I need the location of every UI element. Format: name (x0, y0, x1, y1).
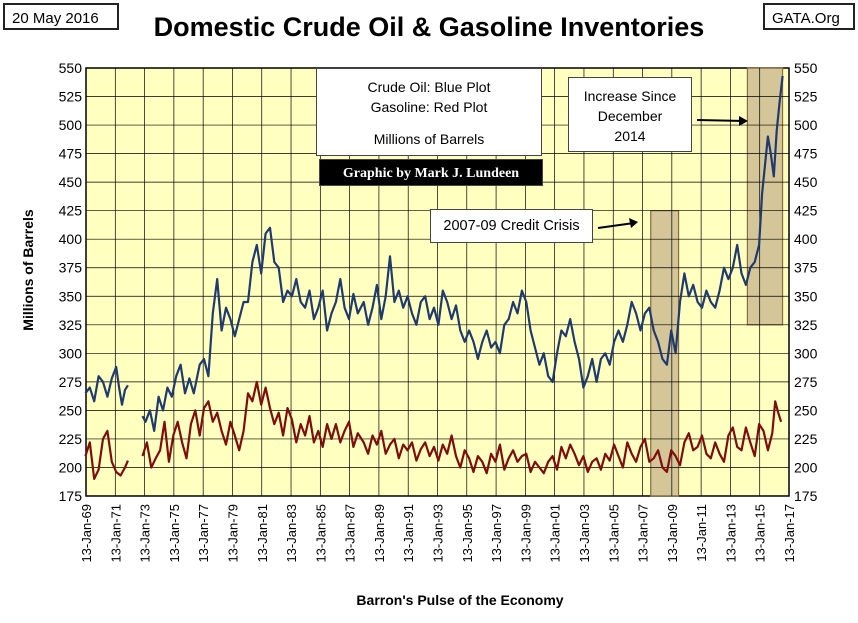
x-tick-label: 13-Jan-11 (694, 504, 709, 562)
crude-oil-line (84, 365, 129, 406)
y-tick-label-left: 400 (59, 231, 83, 247)
y-tick-label-right: 300 (794, 345, 818, 361)
chart-title: Domestic Crude Oil & Gasoline Inventorie… (153, 12, 705, 42)
y-tick-label-left: 225 (59, 431, 83, 447)
gasoline-line (84, 429, 129, 480)
legend-crude: Crude Oil: Blue Plot (367, 79, 491, 95)
x-tick-label: 13-Jan-77 (196, 504, 211, 563)
annotation-increase-line1: Increase Since (583, 88, 677, 104)
x-tick-label: 13-Jan-09 (665, 504, 680, 563)
shaded-region-1 (746, 67, 784, 326)
y-tick-label-right: 425 (794, 203, 818, 219)
y-tick-label-right: 250 (794, 402, 818, 418)
x-tick-label: 13-Jan-01 (548, 504, 563, 563)
y-tick-label-right: 225 (794, 431, 818, 447)
gasoline-line (141, 380, 783, 475)
x-tick-label: 13-Jan-87 (343, 504, 358, 563)
annotation-increase-line2: December (597, 108, 663, 124)
y-tick-label-right: 475 (794, 146, 818, 162)
y-tick-label-left: 500 (59, 117, 83, 133)
x-tick-label: 13-Jan-95 (460, 504, 475, 563)
x-tick-label: 13-Jan-03 (577, 504, 592, 563)
x-tick-label: 13-Jan-69 (79, 504, 94, 563)
x-tick-label: 13-Jan-71 (108, 504, 123, 563)
y-tick-label-right: 450 (794, 174, 818, 190)
x-tick-label: 13-Jan-15 (753, 504, 768, 563)
y-tick-label-right: 375 (794, 260, 818, 276)
increase-arrowhead (739, 116, 748, 126)
x-tick-label: 13-Jan-05 (606, 504, 621, 563)
crisis-arrow (597, 222, 635, 229)
legend-units: Millions of Barrels (373, 131, 485, 147)
x-tick-label: 13-Jan-97 (489, 504, 504, 563)
legend-box: Crude Oil: Blue Plot Gasoline: Red Plot … (316, 68, 542, 156)
crude-oil-line (141, 75, 784, 432)
x-tick-label: 13-Jan-99 (518, 504, 533, 563)
y-tick-label-left: 275 (59, 374, 83, 390)
x-tick-label: 13-Jan-81 (255, 504, 270, 563)
crisis-arrowhead (629, 218, 638, 228)
x-tick-label: 13-Jan-93 (431, 504, 446, 563)
y-tick-label-right: 550 (794, 60, 818, 76)
y-tick-label-right: 500 (794, 117, 818, 133)
x-tick-label: 13-Jan-13 (723, 504, 738, 563)
y-tick-label-left: 475 (59, 146, 83, 162)
y-tick-label-right: 175 (794, 488, 818, 504)
x-tick-label: 13-Jan-85 (313, 504, 328, 563)
credit-label: Graphic by Mark J. Lundeen (319, 159, 543, 186)
y-tick-label-left: 550 (59, 60, 83, 76)
y-tick-label-right: 400 (794, 231, 818, 247)
y-tick-label-left: 350 (59, 288, 83, 304)
annotation-increase-line3: 2014 (614, 128, 646, 144)
y-tick-label-left: 300 (59, 345, 83, 361)
y-tick-label-right: 200 (794, 459, 818, 475)
y-tick-label-right: 525 (794, 89, 818, 105)
increase-arrow (696, 119, 746, 122)
x-tick-label: 13-Jan-17 (782, 504, 797, 563)
x-tick-label: 13-Jan-73 (138, 504, 153, 563)
y-tick-label-left: 525 (59, 89, 83, 105)
source-label: GATA.Org (763, 3, 855, 30)
y-tick-label-right: 325 (794, 317, 818, 333)
x-tick-label: 13-Jan-91 (401, 504, 416, 563)
y-tick-label-left: 200 (59, 459, 83, 475)
y-tick-label-left: 375 (59, 260, 83, 276)
x-axis-label: Barron's Pulse of the Economy (356, 592, 564, 608)
legend-gasoline: Gasoline: Red Plot (370, 99, 488, 115)
annotation-crisis: 2007-09 Credit Crisis (430, 209, 593, 243)
annotation-increase: Increase Since December 2014 (568, 77, 692, 152)
y-tick-label-left: 325 (59, 317, 83, 333)
y-axis-label: Millions of Barrels (20, 209, 36, 331)
x-tick-label: 13-Jan-75 (167, 504, 182, 563)
y-tick-label-left: 425 (59, 203, 83, 219)
x-tick-label: 13-Jan-07 (636, 504, 651, 563)
x-tick-label: 13-Jan-83 (284, 504, 299, 563)
y-tick-label-left: 175 (59, 488, 83, 504)
y-tick-label-right: 275 (794, 374, 818, 390)
x-tick-label: 13-Jan-79 (225, 504, 240, 563)
x-tick-label: 13-Jan-89 (372, 504, 387, 563)
y-tick-label-left: 450 (59, 174, 83, 190)
y-tick-label-left: 250 (59, 402, 83, 418)
date-label: 20 May 2016 (3, 3, 119, 30)
y-tick-label-right: 350 (794, 288, 818, 304)
